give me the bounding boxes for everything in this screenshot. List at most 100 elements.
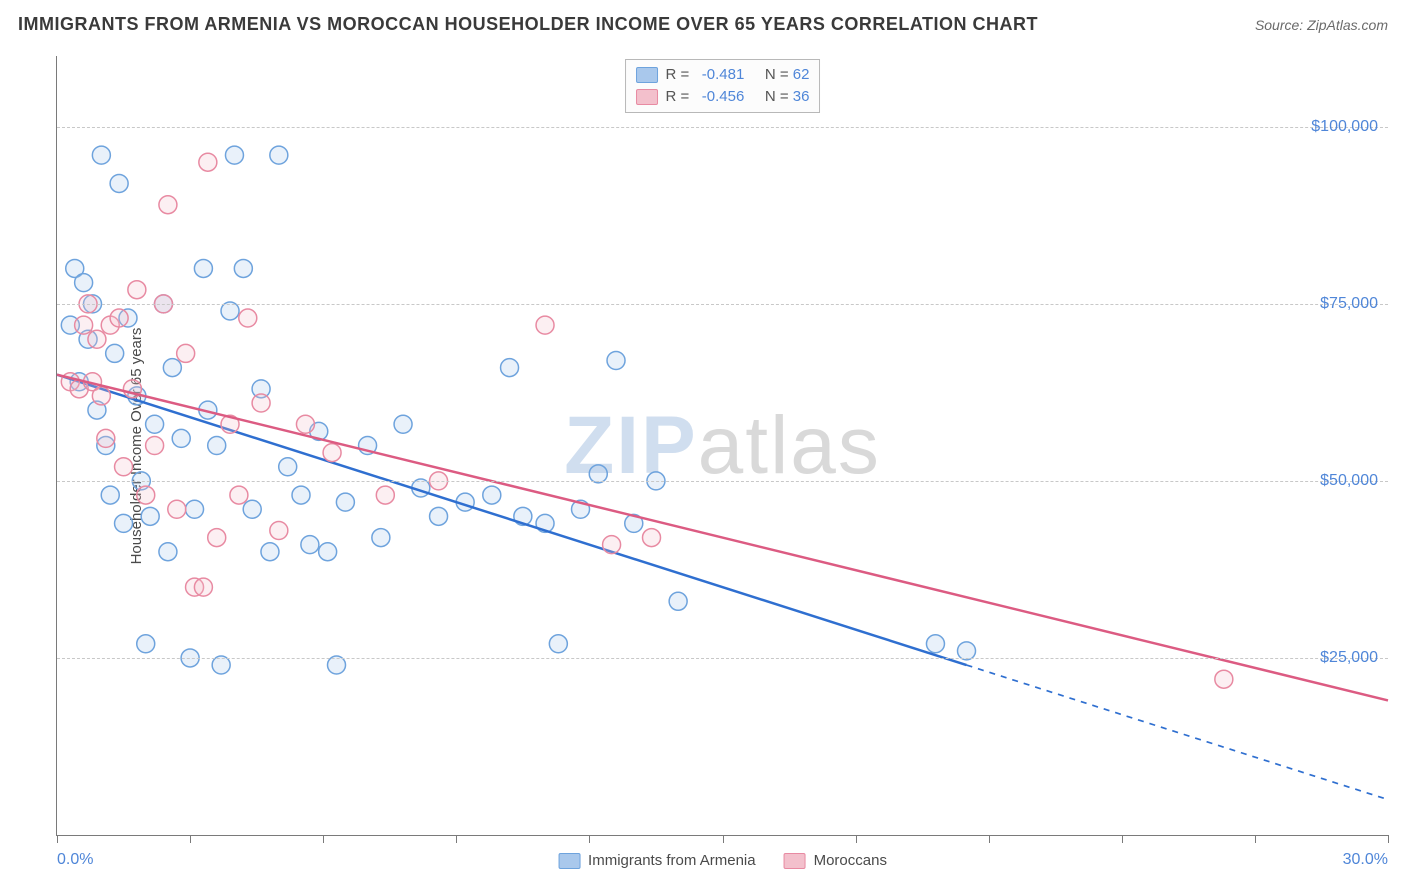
source-name: ZipAtlas.com [1307,17,1388,33]
x-tick [57,835,58,843]
scatter-point [199,153,217,171]
gridline [57,127,1388,128]
scatter-point [323,444,341,462]
source-label: Source: [1255,17,1307,33]
scatter-point [296,415,314,433]
x-tick [1122,835,1123,843]
scatter-point [279,458,297,476]
scatter-point [92,146,110,164]
x-tick [1388,835,1389,843]
scatter-point [252,394,270,412]
scatter-point [110,309,128,327]
legend-r: R = -0.456 [666,86,745,108]
scatter-point [115,514,133,532]
scatter-point [172,429,190,447]
scatter-point [137,486,155,504]
scatter-point [292,486,310,504]
scatter-point [239,309,257,327]
scatter-point [669,592,687,610]
scatter-point [603,536,621,554]
legend-item: Moroccans [784,852,887,869]
source-attribution: Source: ZipAtlas.com [1255,17,1388,33]
scatter-point [261,543,279,561]
scatter-point [159,196,177,214]
x-tick [190,835,191,843]
legend-row: R = -0.456 N = 36 [636,86,810,108]
scatter-point [106,344,124,362]
x-tick [723,835,724,843]
legend-n: N = 36 [752,86,809,108]
plot-area: ZIPatlas R = -0.481 N = 62R = -0.456 N =… [56,56,1388,836]
x-axis-min-label: 0.0% [57,851,93,869]
scatter-point [186,500,204,518]
trend-line [57,375,967,665]
trend-line [57,375,1388,701]
x-tick [589,835,590,843]
scatter-point [208,529,226,547]
scatter-point [88,330,106,348]
scatter-point [168,500,186,518]
scatter-point [208,437,226,455]
scatter-point [92,387,110,405]
chart-svg [57,56,1388,835]
scatter-point [97,429,115,447]
scatter-point [501,359,519,377]
scatter-point [177,344,195,362]
legend-swatch [636,67,658,83]
scatter-point [270,146,288,164]
x-axis-max-label: 30.0% [1343,851,1388,869]
gridline [57,304,1388,305]
legend-n: N = 62 [752,64,809,86]
scatter-point [926,635,944,653]
scatter-point [230,486,248,504]
scatter-point [146,437,164,455]
scatter-point [194,578,212,596]
y-tick-label: $100,000 [1311,118,1378,136]
scatter-point [536,316,554,334]
scatter-point [115,458,133,476]
legend-swatch [558,853,580,869]
scatter-point [75,316,93,334]
scatter-point [128,281,146,299]
y-tick-label: $75,000 [1320,295,1378,313]
scatter-point [194,259,212,277]
scatter-point [141,507,159,525]
gridline [57,481,1388,482]
x-tick [1255,835,1256,843]
y-tick-label: $50,000 [1320,472,1378,490]
y-tick-label: $25,000 [1320,649,1378,667]
legend-label: Immigrants from Armenia [588,852,756,869]
scatter-point [75,274,93,292]
x-tick [456,835,457,843]
legend-label: Moroccans [814,852,887,869]
scatter-point [146,415,164,433]
scatter-point [243,500,261,518]
scatter-point [394,415,412,433]
scatter-point [270,521,288,539]
correlation-legend: R = -0.481 N = 62R = -0.456 N = 36 [625,59,821,113]
scatter-point [643,529,661,547]
gridline [57,658,1388,659]
scatter-point [430,507,448,525]
scatter-point [137,635,155,653]
legend-swatch [636,89,658,105]
scatter-point [301,536,319,554]
scatter-point [372,529,390,547]
x-tick [989,835,990,843]
scatter-point [234,259,252,277]
chart-title: IMMIGRANTS FROM ARMENIA VS MOROCCAN HOUS… [18,14,1038,35]
x-tick [856,835,857,843]
scatter-point [319,543,337,561]
legend-r: R = -0.481 [666,64,745,86]
scatter-point [101,486,119,504]
scatter-point [483,486,501,504]
scatter-point [549,635,567,653]
legend-row: R = -0.481 N = 62 [636,64,810,86]
scatter-point [159,543,177,561]
scatter-point [225,146,243,164]
scatter-point [376,486,394,504]
scatter-point [163,359,181,377]
x-tick [323,835,324,843]
legend-item: Immigrants from Armenia [558,852,756,869]
series-legend: Immigrants from Armenia Moroccans [558,852,887,869]
